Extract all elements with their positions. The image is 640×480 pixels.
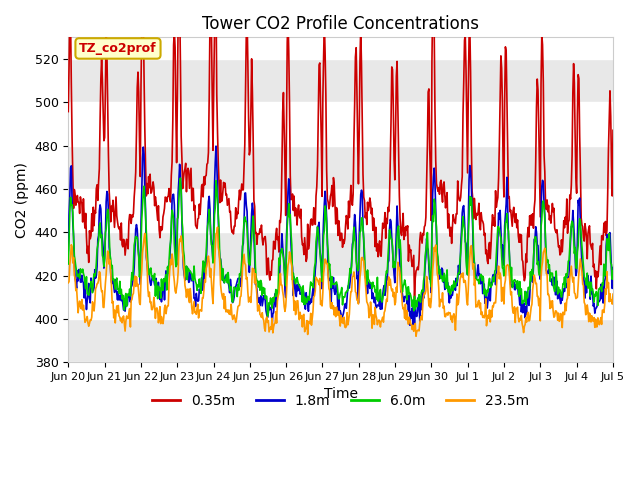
Bar (68, 319, 613, 362)
Bar (68, 59, 613, 102)
Bar (68, 232, 613, 276)
Legend: 0.35m, 1.8m, 6.0m, 23.5m: 0.35m, 1.8m, 6.0m, 23.5m (147, 389, 535, 414)
Title: Tower CO2 Profile Concentrations: Tower CO2 Profile Concentrations (202, 15, 479, 33)
Text: TZ_co2prof: TZ_co2prof (79, 42, 157, 55)
Y-axis label: CO2 (ppm): CO2 (ppm) (15, 162, 29, 238)
Bar (68, 145, 613, 189)
X-axis label: Time: Time (324, 387, 358, 401)
